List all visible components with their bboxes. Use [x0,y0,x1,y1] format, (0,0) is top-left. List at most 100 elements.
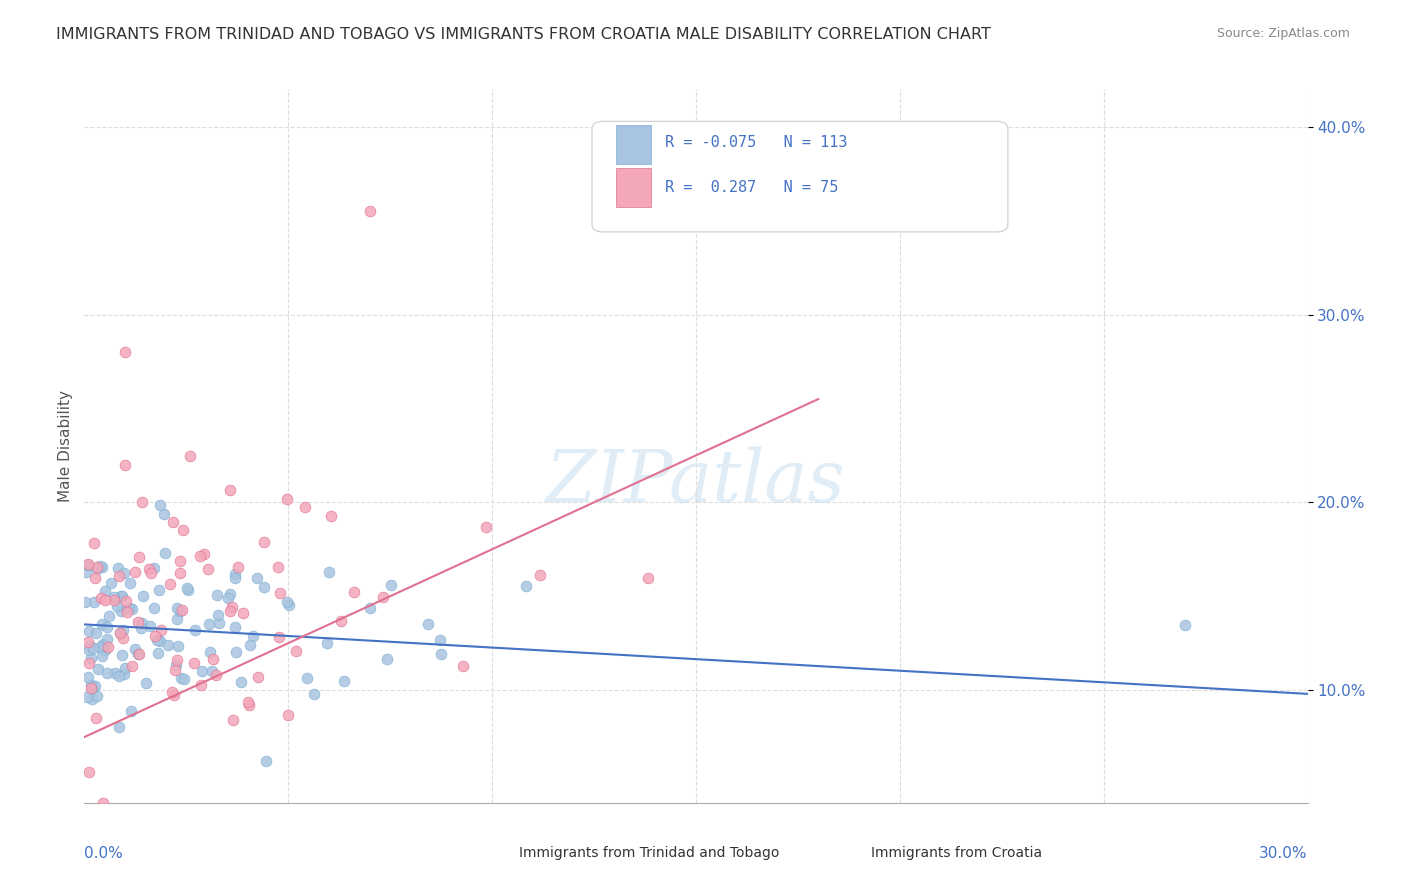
Point [82,692,104,706]
Point [157,638,180,652]
Point [475,520,498,534]
Point [163,663,186,677]
Point [198,616,221,631]
Point [188,549,211,563]
Point [128,550,150,565]
Point [246,670,269,684]
Point [377,651,399,665]
Point [380,577,402,591]
Point [127,615,149,629]
Point [170,603,193,617]
Point [86,711,108,725]
Point [114,594,136,608]
Point [217,591,239,606]
Point [207,615,229,630]
Text: Immigrants from Trinidad and Tobago: Immigrants from Trinidad and Tobago [519,847,779,861]
Point [267,560,290,574]
Point [416,616,439,631]
Point [97,640,120,655]
Point [77,558,100,573]
Point [236,695,259,709]
Point [1174,618,1197,632]
Point [191,664,214,678]
Point [166,601,188,615]
Point [135,676,157,690]
Point [124,642,146,657]
Point [73,595,96,609]
Point [529,567,551,582]
Point [146,632,169,647]
Point [110,589,132,603]
Point [515,579,537,593]
Point [76,670,98,684]
Point [169,604,191,618]
Point [94,639,117,653]
Point [120,704,142,718]
Point [294,500,316,515]
Point [278,598,301,612]
Point [183,656,205,670]
Point [429,632,451,647]
Point [77,765,100,780]
Point [90,591,112,605]
Point [246,572,269,586]
Point [94,593,117,607]
Point [169,554,191,568]
Point [108,625,131,640]
Point [224,620,246,634]
FancyBboxPatch shape [616,168,651,207]
Point [82,681,104,696]
Point [103,591,125,605]
Point [221,713,243,727]
Point [84,626,107,640]
Point [86,689,108,703]
Point [90,560,112,574]
Point [115,606,138,620]
Text: ZIPatlas: ZIPatlas [546,446,846,517]
Point [143,561,166,575]
Point [138,619,160,633]
Point [114,660,136,674]
Point [80,677,103,691]
Point [142,600,165,615]
Point [76,690,98,705]
Point [179,449,201,463]
Point [129,621,152,635]
Point [333,673,356,688]
Point [139,566,162,581]
Point [302,688,325,702]
Point [100,575,122,590]
Point [86,662,108,676]
Point [118,600,141,615]
Point [318,565,340,579]
Text: R = -0.075   N = 113: R = -0.075 N = 113 [665,136,848,150]
Point [94,583,117,598]
Point [166,612,188,626]
Point [160,685,183,699]
Text: IMMIGRANTS FROM TRINIDAD AND TOBAGO VS IMMIGRANTS FROM CROATIA MALE DISABILITY C: IMMIGRANTS FROM TRINIDAD AND TOBAGO VS I… [56,27,991,42]
Point [167,639,190,653]
Text: Immigrants from Croatia: Immigrants from Croatia [870,847,1042,861]
Point [269,586,291,600]
Point [197,562,219,576]
Point [177,582,200,597]
Point [108,569,131,583]
Point [114,345,136,359]
Point [111,631,134,645]
FancyBboxPatch shape [592,121,1008,232]
Point [159,576,181,591]
Y-axis label: Male Disability: Male Disability [58,390,73,502]
Point [89,640,111,654]
Point [83,536,105,550]
Point [198,645,221,659]
Point [225,645,247,659]
Point [114,666,136,681]
Point [138,562,160,576]
Point [111,589,134,603]
Point [430,647,453,661]
Point [173,672,195,686]
Point [224,567,246,582]
Point [205,668,228,682]
Point [76,565,98,579]
Point [131,494,153,508]
